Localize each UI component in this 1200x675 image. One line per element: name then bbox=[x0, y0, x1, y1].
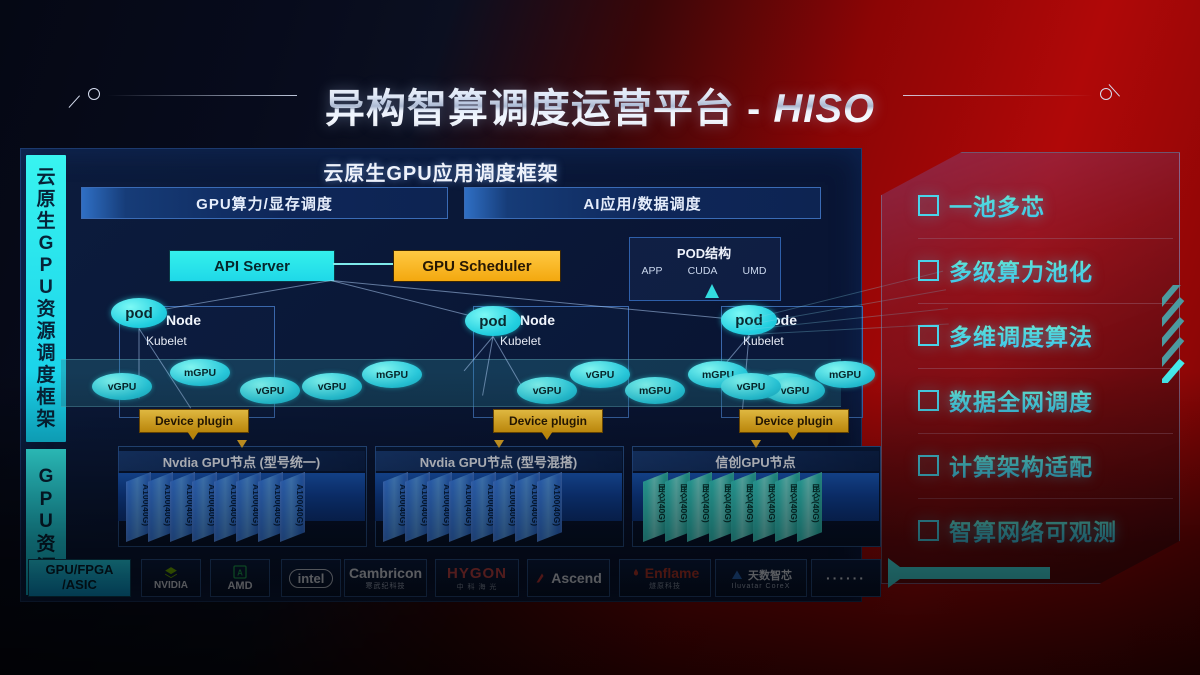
svg-text:A: A bbox=[237, 568, 243, 577]
